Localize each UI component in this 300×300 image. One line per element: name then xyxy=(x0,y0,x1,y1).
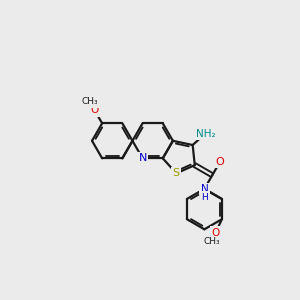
Text: H: H xyxy=(201,193,208,202)
Text: CH₃: CH₃ xyxy=(203,237,220,246)
Text: N: N xyxy=(138,153,147,163)
Text: O: O xyxy=(212,228,220,238)
Text: NH₂: NH₂ xyxy=(196,128,215,139)
Text: O: O xyxy=(215,157,224,167)
Text: CH₃: CH₃ xyxy=(82,98,98,106)
Text: O: O xyxy=(91,105,99,116)
Text: N: N xyxy=(200,184,208,194)
Text: S: S xyxy=(173,168,180,178)
